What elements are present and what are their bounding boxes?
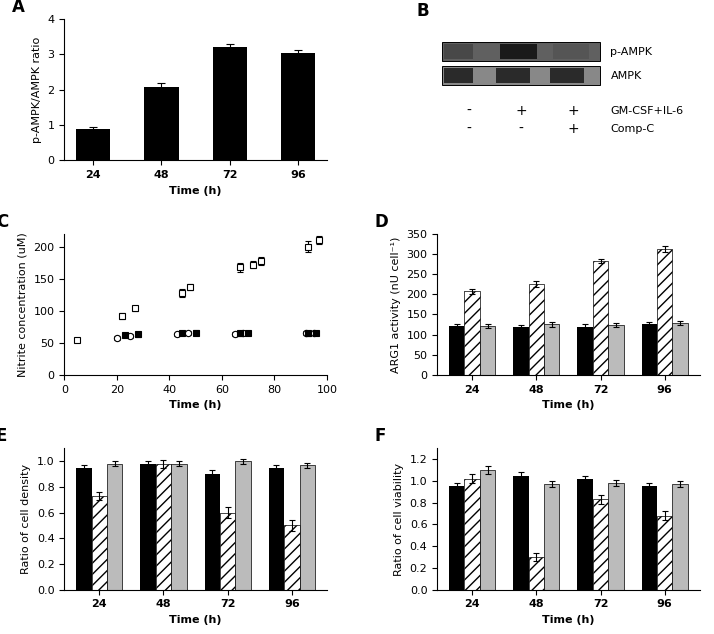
Bar bbox=[171, 464, 186, 590]
Bar bbox=[544, 325, 560, 375]
Bar bbox=[673, 484, 688, 590]
Bar bbox=[513, 327, 528, 375]
Bar bbox=[578, 327, 593, 375]
Bar bbox=[550, 68, 584, 83]
Text: -: - bbox=[466, 104, 471, 118]
Bar bbox=[449, 486, 465, 590]
Bar bbox=[657, 249, 673, 375]
X-axis label: Time (h): Time (h) bbox=[542, 615, 595, 625]
Bar bbox=[443, 42, 600, 61]
Bar bbox=[608, 325, 623, 375]
Bar bbox=[204, 474, 220, 590]
Bar bbox=[156, 464, 171, 590]
Bar bbox=[593, 261, 608, 375]
Bar bbox=[642, 486, 657, 590]
Bar bbox=[220, 512, 236, 590]
Bar bbox=[544, 484, 560, 590]
Bar bbox=[281, 53, 315, 160]
Bar bbox=[513, 476, 528, 590]
Bar bbox=[528, 557, 544, 590]
X-axis label: Time (h): Time (h) bbox=[169, 615, 222, 625]
Bar bbox=[443, 68, 473, 83]
X-axis label: Time (h): Time (h) bbox=[542, 400, 595, 410]
Bar bbox=[141, 464, 156, 590]
Bar bbox=[673, 323, 688, 375]
Bar bbox=[465, 479, 480, 590]
Bar bbox=[299, 465, 315, 590]
Text: +: + bbox=[516, 104, 527, 118]
Bar bbox=[284, 526, 299, 590]
Text: +: + bbox=[568, 104, 580, 118]
Bar bbox=[480, 470, 496, 590]
Bar bbox=[528, 284, 544, 375]
Y-axis label: Ratio of cell viability: Ratio of cell viability bbox=[394, 462, 404, 576]
Bar bbox=[443, 66, 600, 86]
Text: +: + bbox=[568, 122, 580, 136]
Text: -: - bbox=[466, 122, 471, 136]
X-axis label: Time (h): Time (h) bbox=[169, 400, 222, 410]
Bar bbox=[578, 479, 593, 590]
Bar bbox=[107, 464, 122, 590]
Bar bbox=[76, 468, 91, 590]
Bar bbox=[500, 44, 537, 59]
Text: p-AMPK: p-AMPK bbox=[610, 46, 653, 56]
Bar bbox=[91, 496, 107, 590]
Bar bbox=[465, 292, 480, 375]
Y-axis label: p-AMPK/AMPK ratio: p-AMPK/AMPK ratio bbox=[32, 37, 42, 143]
Bar bbox=[657, 515, 673, 590]
Bar bbox=[642, 325, 657, 375]
Text: E: E bbox=[0, 427, 7, 445]
Bar bbox=[449, 326, 465, 375]
Bar bbox=[76, 129, 110, 160]
Bar bbox=[608, 483, 623, 590]
Text: AMPK: AMPK bbox=[610, 70, 642, 81]
Text: Comp-C: Comp-C bbox=[610, 124, 655, 134]
Bar bbox=[480, 326, 496, 375]
Bar bbox=[496, 68, 531, 83]
Text: D: D bbox=[374, 212, 388, 231]
Bar bbox=[144, 87, 178, 160]
Y-axis label: Nitrite concentration (uM): Nitrite concentration (uM) bbox=[18, 232, 28, 377]
Y-axis label: ARG1 activity (nU cell⁻¹): ARG1 activity (nU cell⁻¹) bbox=[391, 236, 401, 373]
Text: A: A bbox=[11, 0, 24, 16]
Bar bbox=[213, 46, 247, 160]
Text: B: B bbox=[416, 2, 428, 20]
X-axis label: Time (h): Time (h) bbox=[169, 186, 222, 195]
Bar bbox=[553, 44, 590, 59]
Bar bbox=[593, 500, 608, 590]
Text: C: C bbox=[0, 212, 9, 231]
Bar bbox=[236, 461, 251, 590]
Text: GM-CSF+IL-6: GM-CSF+IL-6 bbox=[610, 106, 683, 116]
Bar bbox=[443, 44, 473, 59]
Text: F: F bbox=[374, 427, 386, 445]
Y-axis label: Ratio of cell density: Ratio of cell density bbox=[21, 464, 31, 574]
Bar bbox=[268, 468, 284, 590]
Text: -: - bbox=[519, 122, 523, 136]
